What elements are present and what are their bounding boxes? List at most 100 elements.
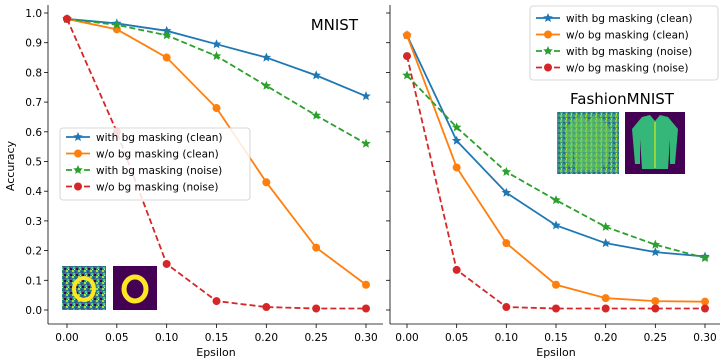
fashionmnist-panel: 0.00 0.05 0.10 0.15 0.20 0.25 0.30 Epsilon Fas…	[386, 5, 720, 359]
legend-label-1: w/o bg masking (clean)	[566, 30, 689, 42]
x-tick-label: 0.20	[255, 332, 278, 344]
data-point-3-0	[403, 52, 411, 61]
data-point-2-4	[600, 221, 611, 231]
legend-marker-0	[543, 13, 553, 23]
y-tick-label: 0.6	[25, 127, 42, 139]
y-tick-label: 0.4	[25, 186, 42, 198]
data-point-0-1	[451, 135, 462, 145]
data-point-3-5	[651, 304, 660, 313]
fashionmnist-title: FashionMNIST	[570, 90, 675, 108]
x-tick-label: 0.05	[445, 332, 468, 344]
y-tick-label: 0.3	[25, 216, 42, 228]
y-tick-label: 0.1	[25, 275, 42, 287]
data-point-2-2	[501, 166, 512, 176]
x-tick-label: 0.30	[693, 332, 716, 344]
legend-label-0: with bg masking (clean)	[566, 13, 693, 25]
data-point-3-1	[452, 265, 461, 274]
y-tick-label: 0.7	[25, 97, 42, 109]
mnist-thumbnails	[62, 266, 157, 310]
data-point-0-3	[551, 220, 561, 230]
mnist-title: MNIST	[311, 16, 359, 34]
mnist-y-axis-label: Accuracy	[4, 140, 17, 191]
mnist-legend: with bg masking (clean) w/o bg masking (c…	[59, 127, 251, 201]
data-point-1-1	[452, 163, 461, 172]
x-tick-label: 0.10	[495, 332, 518, 344]
y-tick-label: 0.9	[25, 38, 42, 50]
data-point-1-5	[312, 243, 321, 252]
data-point-1-4	[601, 294, 610, 303]
x-tick-label: 0.00	[55, 332, 78, 344]
data-point-2-4	[261, 80, 272, 90]
x-tick-label: 0.00	[395, 332, 418, 344]
x-tick-label: 0.05	[105, 332, 128, 344]
data-point-2-1	[451, 122, 462, 132]
noisy-jacket-thumbnail	[557, 112, 619, 174]
data-point-1-2	[162, 53, 171, 62]
fashionmnist-x-axis-label: Epsilon	[536, 346, 576, 358]
data-point-3-6	[701, 304, 709, 313]
x-tick-label: 0.25	[644, 332, 667, 344]
x-tick-label: 0.15	[205, 332, 228, 344]
x-tick-label: 0.10	[155, 332, 178, 344]
legend-marker-0	[73, 132, 83, 142]
y-tick-label: 0.2	[25, 246, 42, 258]
data-point-0-3	[211, 39, 222, 49]
masked-jacket-thumbnail	[625, 112, 685, 174]
x-tick-label: 0.25	[304, 332, 327, 344]
data-point-2-0	[402, 70, 412, 80]
fashionmnist-legend: with bg masking (clean) w/o bg masking (c…	[529, 5, 719, 81]
legend-label-1: w/o bg masking (clean)	[96, 149, 219, 161]
data-point-3-4	[262, 303, 271, 312]
data-point-3-5	[312, 304, 321, 313]
data-point-2-5	[311, 110, 321, 120]
data-point-1-2	[502, 239, 511, 248]
legend-label-2: with bg masking (noise)	[566, 46, 692, 58]
data-point-0-6	[361, 91, 371, 101]
y-tick-label: 0.5	[25, 157, 42, 169]
data-point-3-2	[162, 259, 171, 268]
data-point-1-3	[552, 280, 560, 289]
data-point-2-6	[361, 138, 371, 148]
data-point-0-2	[501, 187, 512, 197]
data-point-3-6	[362, 304, 370, 313]
data-point-1-3	[212, 104, 221, 113]
masked-digit-thumbnail	[113, 266, 157, 310]
data-point-3-0	[63, 14, 71, 23]
x-tick-label: 0.20	[594, 332, 617, 344]
data-point-1-4	[262, 178, 271, 187]
mnist-x-axis-label: Epsilon	[196, 346, 236, 358]
fashionmnist-thumbnails	[557, 112, 685, 174]
legend-marker-2	[543, 46, 553, 56]
data-point-1-5	[651, 297, 660, 306]
mnist-panel: 0.0 0.1 0.2 0.3 0.4 0.5 0.6 0.7 0.8 0.9 1.0 0.00 0.…	[4, 5, 383, 359]
legend-marker-1	[74, 149, 82, 158]
legend-marker-3	[74, 182, 82, 191]
data-point-3-2	[502, 303, 511, 312]
legend-label-3: w/o bg masking (noise)	[96, 182, 218, 194]
data-point-2-6	[700, 253, 710, 263]
legend-marker-2	[73, 165, 83, 175]
y-tick-label: 0.8	[25, 67, 42, 79]
x-tick-label: 0.15	[544, 332, 567, 344]
data-point-0-4	[261, 52, 272, 62]
noisy-digit-thumbnail	[62, 266, 106, 310]
data-point-2-1	[112, 19, 122, 29]
data-point-2-5	[650, 239, 661, 249]
data-point-2-2	[161, 30, 172, 40]
data-point-1-6	[701, 297, 709, 306]
data-point-3-3	[212, 297, 221, 306]
legend-label-3: w/o bg masking (noise)	[566, 63, 688, 75]
data-point-0-5	[311, 70, 321, 80]
legend-label-0: with bg masking (clean)	[96, 132, 223, 144]
data-point-1-6	[362, 280, 370, 289]
data-point-2-3	[211, 51, 222, 61]
data-point-1-0	[403, 31, 411, 40]
y-tick-label: 1.0	[25, 8, 42, 20]
legend-marker-1	[544, 30, 552, 39]
series-line-2	[66, 18, 367, 145]
x-tick-label: 0.30	[354, 332, 377, 344]
data-point-3-3	[552, 304, 560, 313]
data-point-0-4	[600, 238, 611, 248]
